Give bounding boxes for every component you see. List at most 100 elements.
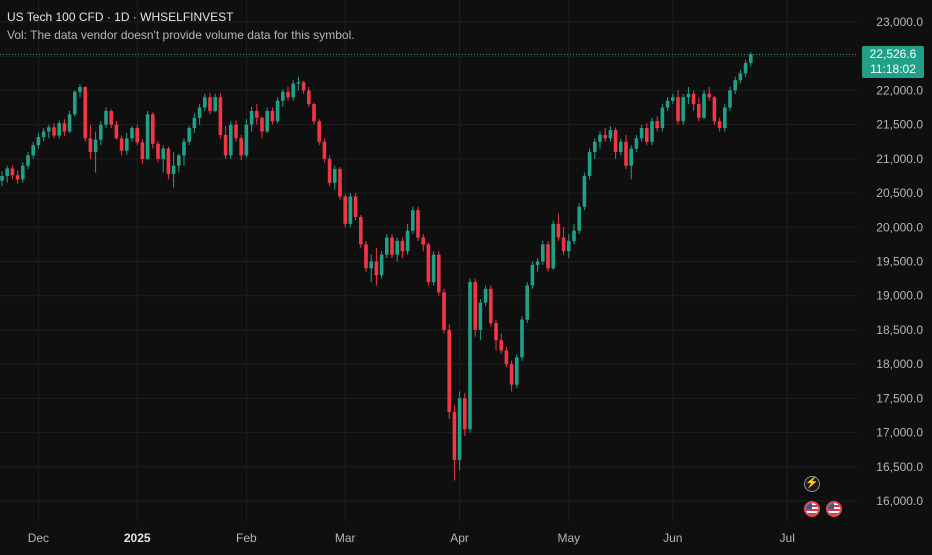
candle-up bbox=[177, 153, 181, 173]
candle-down bbox=[270, 107, 275, 125]
candle-down bbox=[426, 242, 431, 286]
candle-up bbox=[26, 152, 30, 170]
candle-up bbox=[608, 126, 613, 142]
time-tick-label: Feb bbox=[236, 531, 257, 545]
candle-up bbox=[275, 97, 280, 124]
us-flag-icon[interactable] bbox=[826, 501, 842, 517]
candle-down bbox=[603, 128, 607, 142]
price-tick-label: 20,500.0 bbox=[876, 186, 923, 200]
us-flag-icon[interactable] bbox=[804, 501, 820, 517]
candle-up bbox=[598, 131, 602, 149]
candle-down bbox=[208, 93, 212, 115]
time-tick-label: 2025 bbox=[124, 531, 151, 545]
candle-up bbox=[478, 299, 483, 341]
candle-up bbox=[411, 206, 415, 235]
chart-legend[interactable]: US Tech 100 CFD · 1D · WHSELFINVEST Vol:… bbox=[7, 9, 355, 43]
candle-up bbox=[182, 138, 186, 166]
candle-up bbox=[551, 220, 555, 270]
candle-down bbox=[286, 86, 290, 101]
candle-up bbox=[515, 353, 519, 389]
candle-up bbox=[749, 52, 753, 67]
candle-up bbox=[738, 69, 743, 84]
time-tick-label: Jul bbox=[780, 531, 795, 545]
candle-up bbox=[333, 165, 337, 190]
candle-up bbox=[99, 121, 103, 146]
candle-up bbox=[57, 120, 61, 139]
candle-up bbox=[369, 254, 373, 283]
price-tick-label: 19,000.0 bbox=[876, 289, 923, 303]
candle-down bbox=[327, 155, 332, 187]
candle-up bbox=[702, 90, 706, 120]
candle-down bbox=[338, 167, 342, 200]
time-tick-label: Apr bbox=[450, 531, 469, 545]
candle-down bbox=[223, 126, 228, 159]
candle-up bbox=[31, 141, 35, 159]
candle-down bbox=[416, 206, 420, 241]
candle-up bbox=[541, 240, 545, 265]
candle-up bbox=[130, 126, 134, 142]
price-tick-label: 21,500.0 bbox=[876, 118, 923, 132]
candle-up bbox=[192, 113, 197, 133]
candle-up bbox=[577, 203, 581, 235]
candle-up bbox=[634, 134, 639, 153]
candle-up bbox=[93, 131, 98, 173]
time-axis[interactable]: Dec 2025 Feb Mar Apr May Jun Jul bbox=[28, 531, 795, 545]
candle-down bbox=[353, 193, 358, 221]
time-tick-label: May bbox=[557, 531, 580, 545]
candle-up bbox=[457, 391, 462, 471]
lightning-icon[interactable]: ⚡ bbox=[804, 476, 820, 492]
candle-up bbox=[431, 251, 436, 286]
candle-up bbox=[229, 121, 233, 159]
grid-lines bbox=[0, 0, 858, 522]
candle-down bbox=[499, 333, 503, 354]
candle-up bbox=[587, 148, 592, 180]
candle-up bbox=[213, 93, 217, 113]
candle-down bbox=[239, 134, 243, 161]
candle-up bbox=[0, 171, 4, 187]
candle-down bbox=[88, 124, 93, 159]
candle-up bbox=[145, 110, 150, 161]
candle-up bbox=[619, 138, 623, 156]
price-tick-label: 17,000.0 bbox=[876, 426, 923, 440]
candle-down bbox=[691, 90, 696, 111]
symbol-title[interactable]: US Tech 100 CFD · 1D · WHSELFINVEST bbox=[7, 10, 234, 24]
candle-up bbox=[686, 87, 691, 105]
price-axis[interactable]: 23,000.022,500.022,000.021,500.021,000.0… bbox=[876, 15, 923, 508]
candle-down bbox=[437, 251, 441, 296]
candle-down bbox=[10, 165, 15, 180]
candle-down bbox=[645, 123, 649, 146]
candle-up bbox=[379, 251, 384, 279]
candle-up bbox=[520, 316, 524, 361]
candle-down bbox=[135, 124, 139, 146]
bar-countdown: 11:18:02 bbox=[870, 62, 916, 77]
candle-down bbox=[156, 141, 160, 163]
candle-down bbox=[561, 227, 566, 255]
candle-up bbox=[203, 93, 207, 111]
price-tick-label: 18,000.0 bbox=[876, 357, 923, 371]
candle-up bbox=[530, 261, 535, 289]
candle-up bbox=[104, 107, 108, 129]
candle-up bbox=[671, 93, 675, 105]
candle-up bbox=[161, 145, 165, 173]
candle-up bbox=[405, 223, 410, 255]
candle-down bbox=[140, 139, 145, 165]
candle-down bbox=[109, 109, 113, 129]
candle-up bbox=[265, 107, 269, 133]
candle-down bbox=[343, 194, 347, 228]
candle-up bbox=[468, 278, 472, 433]
candle-up bbox=[67, 110, 72, 133]
candle-down bbox=[655, 116, 659, 132]
candle-down bbox=[83, 86, 87, 142]
candle-down bbox=[717, 117, 722, 132]
candle-down bbox=[364, 240, 368, 272]
price-tick-label: 18,500.0 bbox=[876, 323, 923, 337]
candle-up bbox=[572, 223, 576, 245]
candle-down bbox=[119, 135, 124, 156]
candle-down bbox=[473, 278, 477, 337]
candle-down bbox=[322, 138, 327, 163]
candle-down bbox=[166, 146, 171, 180]
candle-down bbox=[359, 214, 363, 248]
candle-up bbox=[385, 234, 389, 259]
